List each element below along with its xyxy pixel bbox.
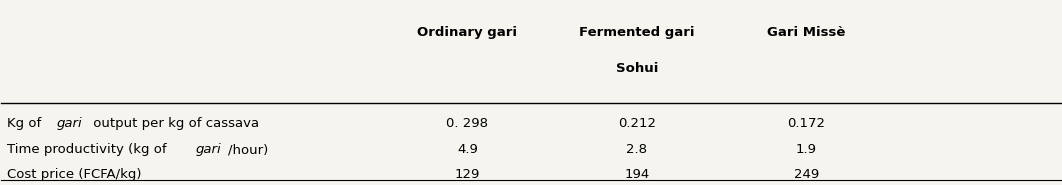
Text: 129: 129	[455, 168, 480, 181]
Text: Cost price (FCFA/kg): Cost price (FCFA/kg)	[6, 168, 141, 181]
Text: 2.8: 2.8	[627, 143, 648, 156]
Text: 4.9: 4.9	[457, 143, 478, 156]
Text: /hour): /hour)	[228, 143, 269, 156]
Text: Gari Missè: Gari Missè	[767, 26, 845, 39]
Text: Kg of: Kg of	[6, 117, 46, 130]
Text: 249: 249	[793, 168, 819, 181]
Text: 0. 298: 0. 298	[446, 117, 489, 130]
Text: output per kg of cassava: output per kg of cassava	[89, 117, 259, 130]
Text: 194: 194	[624, 168, 650, 181]
Text: Time productivity (kg of: Time productivity (kg of	[6, 143, 171, 156]
Text: Fermented gari: Fermented gari	[579, 26, 695, 39]
Text: Sohui: Sohui	[616, 62, 658, 75]
Text: 0.212: 0.212	[618, 117, 656, 130]
Text: Ordinary gari: Ordinary gari	[417, 26, 517, 39]
Text: 1.9: 1.9	[795, 143, 817, 156]
Text: gari: gari	[56, 117, 82, 130]
Text: 0.172: 0.172	[787, 117, 825, 130]
Text: gari: gari	[195, 143, 221, 156]
